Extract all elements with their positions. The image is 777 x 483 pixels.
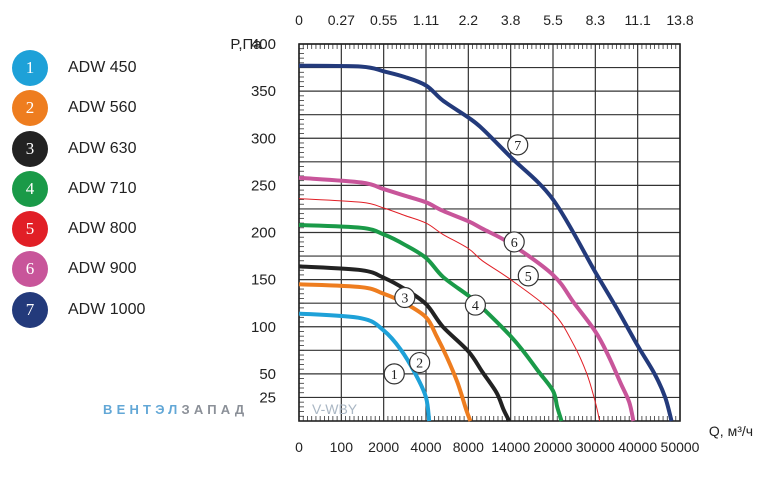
- x-axis-label: Q, м³/ч: [709, 423, 753, 439]
- x-tick-label-top: 13.8: [666, 12, 693, 28]
- y-tick-label: 200: [251, 225, 276, 242]
- curve-marker-7: [507, 134, 529, 156]
- y-tick-label: 400: [251, 36, 276, 53]
- brand-part1: ВЕНТЭЛ: [103, 402, 182, 417]
- series-line-3: [298, 264, 512, 422]
- x-tick-label-bottom: 0: [295, 439, 303, 455]
- x-tick-label-top: 0.27: [328, 12, 355, 28]
- legend-number-badge: 4: [12, 170, 48, 207]
- plot-frame: [298, 43, 681, 422]
- brand-watermark: ВЕНТЭЛЗАПАД: [103, 402, 248, 417]
- legend-number-badge: 1: [12, 50, 48, 86]
- curve-marker-2: [409, 351, 431, 374]
- curve-marker-label: 3: [401, 292, 408, 307]
- curve-marker-1: [383, 363, 405, 385]
- x-tick-label-top: 3.8: [501, 12, 521, 28]
- x-tick-label-bottom: 40000: [618, 439, 657, 455]
- curve-marker-label: 6: [511, 236, 518, 251]
- brand-part2: ЗАПАД: [181, 402, 249, 417]
- legend-label: ADW 630: [68, 139, 137, 157]
- y-tick-label: 250: [251, 177, 276, 194]
- legend-label: ADW 1000: [68, 300, 146, 318]
- legend-number-badge: 7: [12, 291, 48, 328]
- y-tick-label: 50: [259, 366, 276, 383]
- legend-number-badge: 6: [12, 251, 48, 288]
- curve-marker-5: [517, 265, 539, 287]
- x-tick-label-top: 5.5: [543, 12, 563, 28]
- x-tick-label-bottom: 2000: [368, 439, 399, 455]
- curve-marker-label: 5: [525, 270, 532, 285]
- curve-marker-4: [464, 294, 486, 316]
- series-line-1: [298, 311, 432, 422]
- x-tick-label-bottom: 8000: [453, 439, 484, 455]
- y-tick-label: 100: [251, 319, 276, 336]
- legend-label: ADW 900: [68, 260, 137, 278]
- x-tick-label-top: 2.2: [459, 12, 479, 28]
- curve-marker-label: 4: [472, 299, 479, 314]
- x-tick-label-top: 1.11: [413, 12, 439, 28]
- x-tick-label-bottom: 20000: [534, 439, 573, 455]
- curve-marker-6: [503, 231, 525, 253]
- series-line-6: [298, 175, 636, 422]
- site-watermark: V-WBY: [312, 401, 358, 417]
- x-tick-label-bottom: 50000: [661, 439, 700, 455]
- x-tick-label-bottom: 14000: [491, 439, 530, 455]
- legend-label: ADW 800: [68, 220, 137, 238]
- curve-marker-label: 1: [391, 368, 398, 383]
- curve-marker-label: 7: [514, 139, 521, 154]
- x-tick-label-bottom: 4000: [410, 439, 441, 455]
- curve-marker-label: 2: [416, 357, 423, 372]
- legend-number-badge: 5: [12, 211, 48, 248]
- series-line-7: [298, 63, 674, 422]
- legend-number-badge: 2: [12, 90, 48, 127]
- series-line-2: [298, 282, 473, 422]
- curve-marker-3: [394, 286, 416, 309]
- y-tick-label: 300: [251, 130, 276, 147]
- x-tick-label-top: 8.3: [586, 12, 606, 28]
- y-tick-label: 350: [251, 83, 276, 100]
- x-tick-label-bottom: 100: [330, 439, 354, 455]
- x-tick-label-top: 0: [295, 12, 303, 28]
- y-tick-label: 25: [259, 389, 276, 406]
- y-axis-label: P,Па: [230, 36, 262, 53]
- x-tick-label-top: 0.55: [370, 12, 397, 28]
- legend-number-badge: 3: [12, 130, 48, 167]
- legend-label: ADW 450: [68, 59, 137, 76]
- x-tick-label-top: 11.1: [625, 12, 651, 28]
- x-tick-label-bottom: 30000: [576, 439, 615, 455]
- legend-label: ADW 710: [68, 179, 137, 197]
- series-line-5: [298, 198, 601, 422]
- legend-label: ADW 560: [68, 99, 137, 117]
- y-tick-label: 150: [251, 272, 276, 289]
